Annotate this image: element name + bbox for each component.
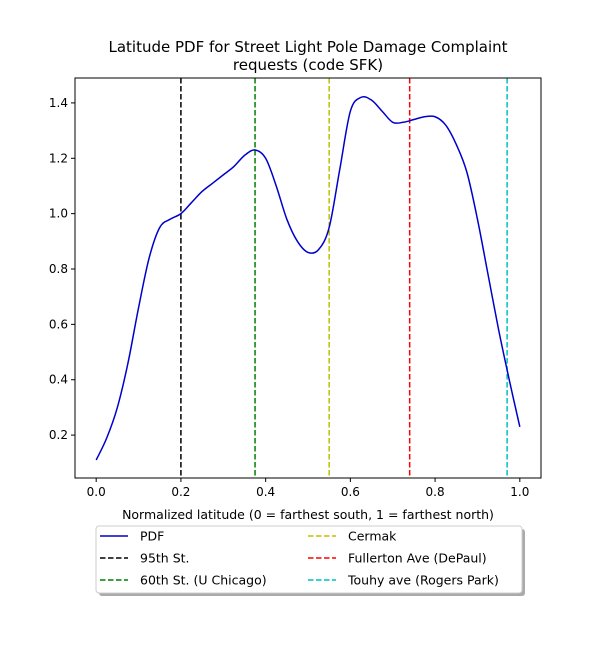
legend-item-touhy-ave-rogers-park: Touhy ave (Rogers Park) (308, 573, 499, 588)
legend-label: 60th St. (U Chicago) (140, 573, 267, 588)
y-tick-label: 1.0 (49, 207, 68, 221)
plot-area (95, 78, 521, 478)
legend: PDF 95th St. 60th St. (U Chicago) Cermak Ful… (95, 525, 525, 596)
y-tick-label: 0.6 (49, 317, 68, 331)
x-tick-label: 0.2 (171, 485, 190, 499)
legend-label: Cermak (348, 529, 397, 544)
legend-item-cermak: Cermak (308, 529, 397, 544)
y-tick-label: 1.4 (49, 96, 68, 110)
legend-item-pdf: PDF (100, 529, 164, 544)
plot-frame (74, 77, 542, 479)
y-tick-label: 0.8 (49, 262, 68, 276)
x-axis-label: Normalized latitude (0 = farthest south,… (122, 507, 494, 522)
x-tick-label: 0.8 (426, 485, 445, 499)
x-tick-label: 0.0 (87, 485, 106, 499)
x-tick-label: 0.4 (256, 485, 275, 499)
legend-label: Fullerton Ave (DePaul) (348, 551, 487, 566)
y-tick-label: 0.4 (49, 373, 68, 387)
y-axis-ticks: 0.2 0.4 0.6 0.8 1.0 1.2 1.4 (49, 96, 75, 442)
legend-item-95th-st: 95th St. (100, 551, 190, 566)
legend-item-60th-st-u-chicago: 60th St. (U Chicago) (100, 573, 267, 588)
chart-title-line-1: Latitude PDF for Street Light Pole Damag… (108, 38, 507, 56)
legend-label: Touhy ave (Rogers Park) (347, 573, 499, 588)
legend-label: PDF (140, 529, 164, 544)
legend-box (95, 525, 523, 594)
chart-title-line-2: requests (code SFK) (233, 56, 383, 74)
series-pdf-line (95, 95, 521, 461)
x-tick-label: 1.0 (510, 485, 529, 499)
legend-item-fullerton-ave-depaul: Fullerton Ave (DePaul) (308, 551, 487, 566)
chart-title: Latitude PDF for Street Light Pole Damag… (108, 38, 507, 74)
y-tick-label: 1.2 (49, 151, 68, 165)
y-tick-label: 0.2 (49, 428, 68, 442)
legend-entries: PDF 95th St. 60th St. (U Chicago) Cermak Ful… (100, 529, 499, 588)
legend-label: 95th St. (140, 551, 190, 566)
x-tick-label: 0.6 (341, 485, 360, 499)
x-axis-ticks: 0.0 0.2 0.4 0.6 0.8 1.0 (87, 478, 529, 499)
